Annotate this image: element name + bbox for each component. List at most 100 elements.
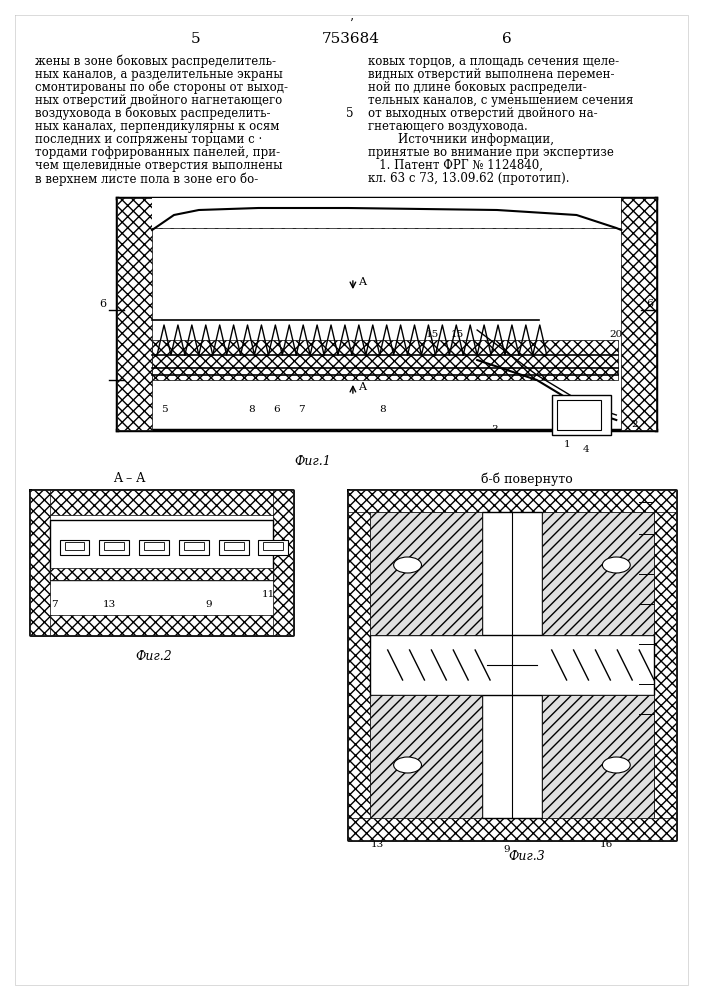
Text: кл. 63 с 73, 13.09.62 (прототип).: кл. 63 с 73, 13.09.62 (прототип).	[368, 172, 569, 185]
Bar	[348, 490, 370, 840]
Text: 6: 6	[646, 299, 653, 309]
Ellipse shape	[394, 757, 421, 773]
Bar	[482, 512, 542, 818]
Text: 13: 13	[371, 840, 385, 849]
Text: 7: 7	[52, 600, 58, 609]
Bar	[64, 542, 85, 550]
Text: 5: 5	[160, 405, 168, 414]
Text: Источники информации,: Источники информации,	[368, 133, 554, 146]
Bar	[49, 568, 274, 580]
Text: видных отверстий выполнена перемен-: видных отверстий выполнена перемен-	[368, 68, 614, 81]
Text: A: A	[358, 382, 366, 392]
Text: б-б повернуто: б-б повернуто	[481, 472, 573, 486]
Text: 12: 12	[262, 505, 275, 514]
Bar	[370, 512, 482, 635]
Text: 13: 13	[103, 600, 116, 609]
Bar	[370, 695, 482, 818]
Bar	[184, 542, 204, 550]
Text: 8: 8	[248, 405, 255, 414]
Ellipse shape	[602, 557, 630, 573]
Text: 6: 6	[502, 32, 512, 46]
Text: тельных каналов, с уменьшением сечения: тельных каналов, с уменьшением сечения	[368, 94, 633, 107]
Bar	[348, 818, 676, 840]
Text: 6: 6	[100, 299, 107, 309]
Text: 2: 2	[631, 420, 638, 429]
Text: 17: 17	[650, 680, 662, 689]
Text: в верхнем листе пола в зоне его бо-: в верхнем листе пола в зоне его бо-	[35, 172, 258, 186]
Text: 3: 3	[492, 425, 498, 434]
Text: гнетающего воздуховода.: гнетающего воздуховода.	[368, 120, 527, 133]
Text: 1: 1	[563, 440, 570, 449]
Ellipse shape	[394, 557, 421, 573]
Bar	[218, 540, 249, 555]
Text: 9: 9	[206, 600, 212, 609]
Text: Фиг.2: Фиг.2	[136, 650, 173, 663]
Text: 1: 1	[32, 505, 38, 514]
Bar	[30, 490, 49, 635]
Bar	[139, 540, 169, 555]
Bar	[223, 542, 243, 550]
Text: ной по длине боковых распредели-: ной по длине боковых распредели-	[368, 81, 587, 95]
Text: 8: 8	[380, 405, 386, 414]
Bar	[144, 542, 164, 550]
Text: 18: 18	[650, 710, 662, 719]
Bar	[152, 340, 619, 380]
Bar	[556, 400, 602, 430]
Bar	[117, 198, 656, 228]
Text: жены в зоне боковых распределитель-: жены в зоне боковых распределитель-	[35, 55, 276, 68]
Bar	[621, 198, 656, 430]
Text: чем щелевидные отверстия выполнены: чем щелевидные отверстия выполнены	[35, 159, 282, 172]
Text: 753684: 753684	[322, 32, 380, 46]
Text: 5: 5	[191, 32, 201, 46]
Text: 11: 11	[262, 590, 275, 599]
Text: тордами гофрированных панелей, при-: тордами гофрированных панелей, при-	[35, 146, 280, 159]
Bar	[264, 542, 284, 550]
Bar	[105, 542, 124, 550]
Text: 4: 4	[583, 445, 590, 454]
Bar	[152, 198, 621, 228]
Text: Фиг.1: Фиг.1	[295, 455, 332, 468]
Bar	[179, 540, 209, 555]
Bar	[542, 512, 654, 635]
Text: 7: 7	[298, 405, 305, 414]
Bar	[59, 540, 90, 555]
Text: 10: 10	[650, 640, 662, 649]
Bar	[348, 490, 676, 512]
Text: воздуховода в боковых распределить-: воздуховода в боковых распределить-	[35, 107, 270, 120]
Bar	[654, 490, 676, 840]
Text: 5: 5	[346, 107, 354, 120]
Text: Фиг.3: Фиг.3	[508, 850, 545, 863]
Text: ковых торцов, а площадь сечения щеле-: ковых торцов, а площадь сечения щеле-	[368, 55, 619, 68]
Bar	[117, 198, 152, 430]
Bar	[30, 490, 293, 515]
Text: последних и сопряжены торцами с ·: последних и сопряжены торцами с ·	[35, 133, 262, 146]
Text: ных каналов, а разделительные экраны: ных каналов, а разделительные экраны	[35, 68, 283, 81]
Text: 9: 9	[503, 845, 510, 854]
Text: 16: 16	[600, 840, 613, 849]
Text: ных отверстий двойного нагнетающего: ных отверстий двойного нагнетающего	[35, 94, 282, 107]
Text: от выходных отверстий двойного на-: от выходных отверстий двойного на-	[368, 107, 597, 120]
Text: 1. Патент ФРГ № 1124840,: 1. Патент ФРГ № 1124840,	[368, 159, 543, 172]
Bar	[370, 635, 654, 695]
Text: 15: 15	[471, 680, 484, 689]
Bar	[551, 395, 612, 435]
Text: 11: 11	[650, 570, 662, 579]
Text: смонтированы по обе стороны от выход-: смонтированы по обе стороны от выход-	[35, 81, 288, 95]
Text: 6: 6	[653, 498, 660, 507]
Bar	[49, 520, 274, 580]
Bar	[100, 540, 129, 555]
Text: 15: 15	[450, 330, 464, 339]
Text: 20: 20	[609, 330, 623, 339]
Text: A: A	[358, 277, 366, 287]
Text: 19: 19	[650, 600, 662, 609]
Text: принятые во внимание при экспертизе: принятые во внимание при экспертизе	[368, 146, 614, 159]
Text: A – A: A – A	[113, 472, 146, 485]
Bar	[259, 540, 288, 555]
Bar	[542, 695, 654, 818]
Ellipse shape	[602, 757, 630, 773]
Text: 12: 12	[650, 530, 662, 539]
Text: 2: 2	[529, 640, 535, 649]
Bar	[274, 490, 293, 635]
Text: 15: 15	[426, 330, 439, 339]
Text: 6: 6	[273, 405, 280, 414]
